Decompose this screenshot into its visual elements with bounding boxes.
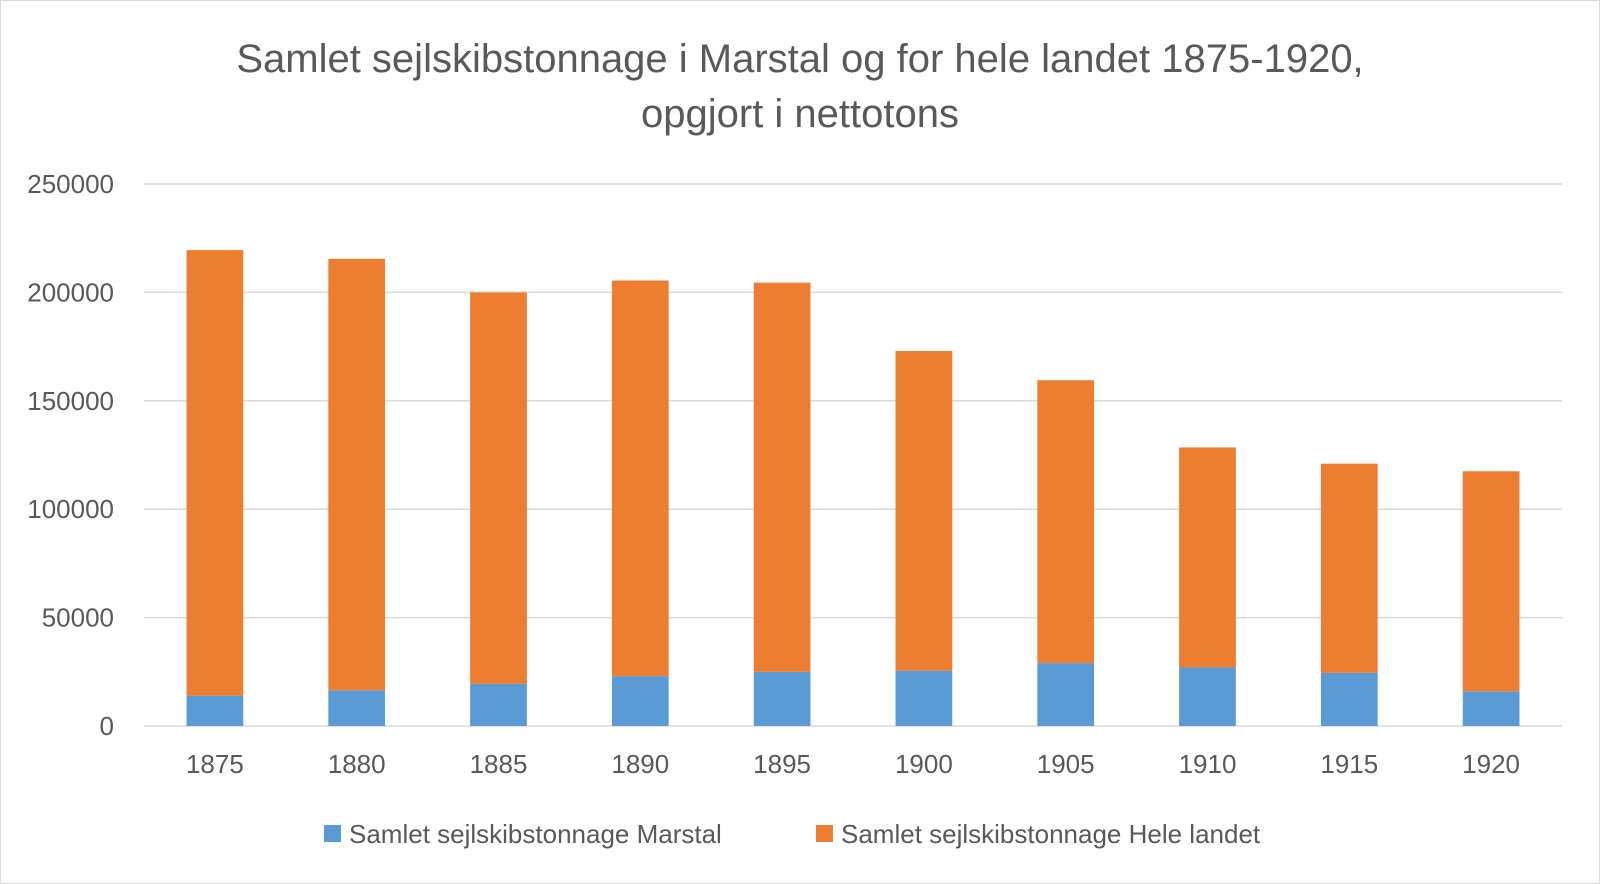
bar-marstal-1905 <box>1037 663 1095 726</box>
bar-marstal-1910 <box>1179 667 1236 726</box>
y-tick-label: 100000 <box>27 494 114 524</box>
bar-hele-landet-1875 <box>186 250 244 696</box>
bar-hele-landet-1915 <box>1320 463 1378 673</box>
y-tick-label: 50000 <box>42 603 114 633</box>
bar-marstal-1920 <box>1462 691 1520 726</box>
x-tick-label: 1890 <box>611 749 669 779</box>
bar-hele-landet-1910 <box>1179 447 1236 668</box>
x-tick-label: 1915 <box>1320 749 1378 779</box>
x-tick-label: 1875 <box>186 749 244 779</box>
legend-label-marstal: Samlet sejlskibstonnage Marstal <box>349 819 722 849</box>
chart-title-line-1: Samlet sejlskibstonnage i Marstal og for… <box>236 37 1363 81</box>
bar-hele-landet-1920 <box>1462 471 1520 692</box>
x-axis: 1875 1880 1885 1890 1895 1900 1905 1910 1915 1920 <box>186 749 1520 779</box>
y-tick-label: 250000 <box>27 169 114 199</box>
bar-hele-landet-1880 <box>328 258 386 691</box>
x-tick-label: 1905 <box>1037 749 1095 779</box>
x-tick-label: 1900 <box>895 749 953 779</box>
x-tick-label: 1910 <box>1179 749 1237 779</box>
legend-swatch-hele-landet <box>816 825 833 842</box>
bar-hele-landet-1890 <box>611 280 669 677</box>
bar-marstal-1900 <box>895 670 953 726</box>
bar-marstal-1915 <box>1320 672 1378 726</box>
x-tick-label: 1895 <box>753 749 811 779</box>
y-tick-label: 200000 <box>27 277 114 307</box>
bar-marstal-1880 <box>328 690 386 726</box>
x-tick-label: 1880 <box>328 749 386 779</box>
bar-hele-landet-1905 <box>1037 380 1095 664</box>
y-tick-label: 0 <box>100 711 114 741</box>
x-tick-label: 1920 <box>1462 749 1520 779</box>
chart-title-line-2: opgjort i nettotons <box>641 92 959 136</box>
y-tick-label: 150000 <box>27 386 114 416</box>
bar-marstal-1885 <box>470 683 527 726</box>
chart-title: Samlet sejlskibstonnage i Marstal og for… <box>236 37 1363 136</box>
legend: Samlet sejlskibstonnage Marstal Samlet se… <box>324 819 1261 849</box>
bar-hele-landet-1885 <box>470 292 527 684</box>
bar-marstal-1895 <box>753 671 811 726</box>
y-axis: 0 50000 100000 150000 200000 250000 <box>27 169 114 741</box>
bars <box>186 250 1520 726</box>
x-tick-label: 1885 <box>470 749 528 779</box>
bar-marstal-1890 <box>611 676 669 726</box>
legend-label-hele-landet: Samlet sejlskibstonnage Hele landet <box>841 819 1261 849</box>
bar-marstal-1875 <box>186 695 244 726</box>
bar-hele-landet-1895 <box>753 282 811 672</box>
bar-hele-landet-1900 <box>895 350 953 671</box>
legend-swatch-marstal <box>324 825 341 842</box>
